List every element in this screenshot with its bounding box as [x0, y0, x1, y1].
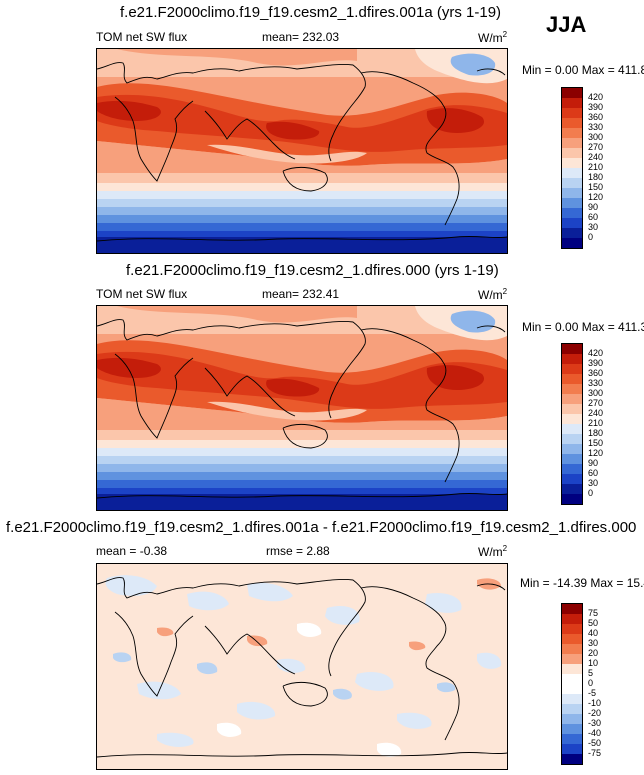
panel2-tick: 270 — [588, 398, 604, 408]
panel1-title: f.e21.F2000climo.f19_f19.cesm2_1.dfires.… — [120, 4, 502, 21]
panel2-title: f.e21.F2000climo.f19_f19.cesm2_1.dfires.… — [126, 262, 499, 279]
panel3-colorbar — [561, 603, 583, 765]
panel3-tick: 40 — [588, 628, 599, 638]
panel1-tick: 60 — [588, 212, 599, 222]
panel3-tick: 20 — [588, 648, 599, 658]
panel2-tick: 210 — [588, 418, 604, 428]
panel2-tick: 420 — [588, 348, 604, 358]
panel3-tick: 75 — [588, 608, 599, 618]
panel2-minmax: Min = 0.00 Max = 411.39 — [522, 320, 644, 334]
panel1-tick: 390 — [588, 102, 604, 112]
panel2-tick: 330 — [588, 378, 604, 388]
panel3-tick: -10 — [588, 698, 602, 708]
panel2-tick: 0 — [588, 488, 594, 498]
panel2-units: W/m2 — [478, 287, 508, 302]
panel2-map — [96, 305, 508, 511]
panel3-tick: 50 — [588, 618, 599, 628]
panel3-tick: -20 — [588, 708, 602, 718]
panel1-tick: 180 — [588, 172, 604, 182]
panel3-map — [96, 563, 508, 770]
season-label: JJA — [546, 12, 587, 37]
panel3-tick: 30 — [588, 638, 599, 648]
panel2-colorbar — [561, 343, 583, 505]
panel3-minmax: Min = -14.39 Max = 15.45 — [520, 576, 644, 590]
panel1-tick: 0 — [588, 232, 594, 242]
panel2-tick: 300 — [588, 388, 604, 398]
panel1-tick: 270 — [588, 142, 604, 152]
panel3-rmse-label: rmse = 2.88 — [266, 544, 330, 558]
panel1-colorbar — [561, 87, 583, 249]
panel3-tick: -75 — [588, 748, 602, 758]
panel3-units: W/m2 — [478, 544, 508, 559]
panel2-tick: 390 — [588, 358, 604, 368]
panel1-tick: 30 — [588, 222, 599, 232]
panel2-variable-label: TOM net SW flux — [96, 287, 188, 301]
panel3-title: f.e21.F2000climo.f19_f19.cesm2_1.dfires.… — [6, 519, 637, 536]
panel2-tick: 30 — [588, 478, 599, 488]
panel1-units: W/m2 — [478, 30, 508, 45]
panel1-tick: 240 — [588, 152, 604, 162]
panel1-minmax: Min = 0.00 Max = 411.89 — [522, 63, 644, 77]
panel2-tick: 180 — [588, 428, 604, 438]
panel2-tick: 150 — [588, 438, 604, 448]
panel1-variable-label: TOM net SW flux — [96, 30, 188, 44]
panel2-mean-label: mean= 232.41 — [262, 287, 340, 301]
panel1-mean-label: mean= 232.03 — [262, 30, 340, 44]
panel1-tick: 300 — [588, 132, 604, 142]
panel3-mean-label: mean = -0.38 — [96, 544, 168, 558]
panel1-tick: 330 — [588, 122, 604, 132]
panel3-tick: 5 — [588, 668, 594, 678]
panel3-tick: 10 — [588, 658, 599, 668]
panel2-tick: 60 — [588, 468, 599, 478]
panel3-tick: 0 — [588, 678, 594, 688]
panel3-tick: -50 — [588, 738, 602, 748]
panel1-tick: 210 — [588, 162, 604, 172]
panel2-tick: 90 — [588, 458, 599, 468]
panel1-tick: 360 — [588, 112, 604, 122]
panel1-map — [96, 48, 508, 254]
panel2-tick: 120 — [588, 448, 604, 458]
panel3-tick: -30 — [588, 718, 602, 728]
panel2-tick: 360 — [588, 368, 604, 378]
panel2-tick: 240 — [588, 408, 604, 418]
panel1-tick: 90 — [588, 202, 599, 212]
panel1-tick: 150 — [588, 182, 604, 192]
panel1-tick: 420 — [588, 92, 604, 102]
panel3-tick: -5 — [588, 688, 597, 698]
panel1-tick: 120 — [588, 192, 604, 202]
panel3-tick: -40 — [588, 728, 602, 738]
